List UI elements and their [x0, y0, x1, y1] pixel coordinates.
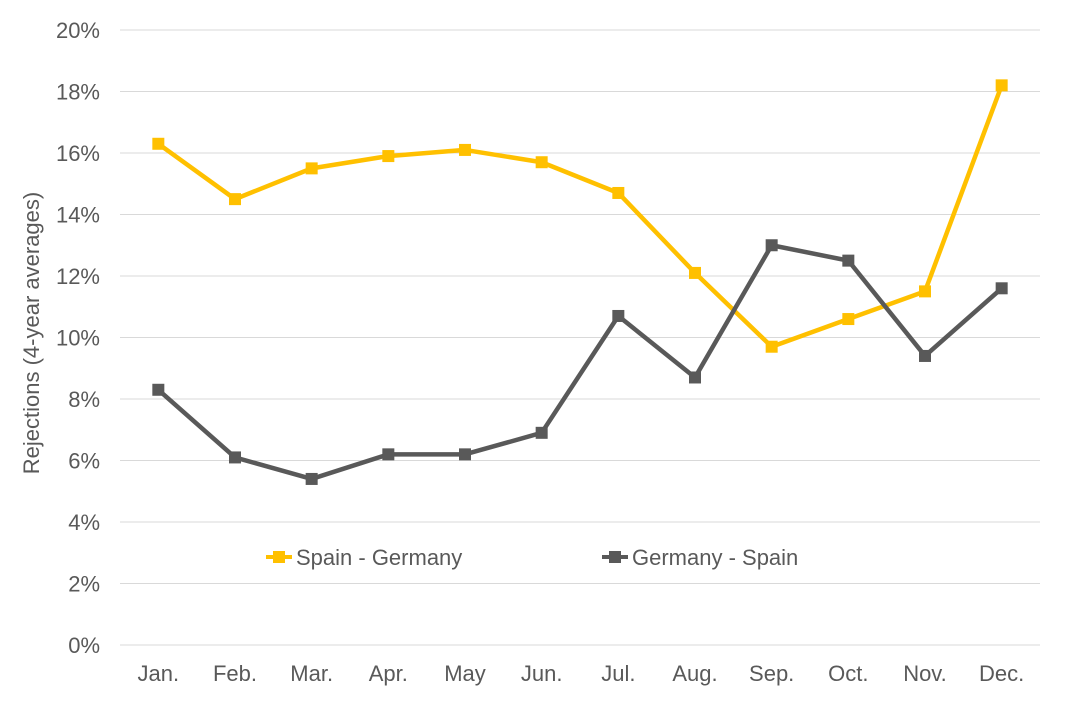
- x-tick-label: Oct.: [828, 661, 868, 686]
- y-tick-label: 14%: [56, 203, 100, 228]
- legend-entry-spain-germany: Spain - Germany: [266, 545, 462, 570]
- legend: Spain - Germany Germany - Spain: [266, 545, 798, 570]
- y-tick-label: 18%: [56, 80, 100, 105]
- y-tick-label: 20%: [56, 18, 100, 43]
- data-point: [229, 451, 241, 464]
- data-point: [229, 193, 241, 206]
- data-point: [842, 254, 855, 267]
- data-point: [612, 309, 625, 322]
- data-point: [459, 448, 471, 461]
- data-point: [152, 137, 165, 150]
- x-tick-label: Apr.: [369, 661, 408, 686]
- y-tick-label: 2%: [68, 572, 100, 597]
- x-tick-label: Mar.: [290, 661, 333, 686]
- data-point: [535, 426, 548, 439]
- data-point: [995, 79, 1008, 92]
- x-tick-label: Jan.: [138, 661, 180, 686]
- y-tick-label: 10%: [56, 326, 100, 351]
- data-point: [459, 143, 471, 156]
- gridlines: [120, 29, 1040, 646]
- data-point: [382, 150, 395, 163]
- data-point: [765, 340, 778, 353]
- y-tick-label: 8%: [68, 387, 100, 412]
- legend-swatch-marker: [609, 551, 621, 563]
- legend-label: Spain - Germany: [296, 545, 462, 570]
- x-tick-label: Dec.: [979, 661, 1024, 686]
- data-point: [305, 162, 318, 175]
- x-tick-label: Sep.: [749, 661, 794, 686]
- data-point: [842, 313, 855, 326]
- data-point: [535, 156, 548, 169]
- y-axis-ticks: 0% 2% 4% 6% 8% 10% 12% 14% 16% 18% 20%: [56, 18, 100, 658]
- data-point: [919, 349, 931, 362]
- y-tick-label: 16%: [56, 141, 100, 166]
- x-tick-label: Jul.: [601, 661, 635, 686]
- x-tick-label: Jun.: [521, 661, 563, 686]
- legend-label: Germany - Spain: [632, 545, 798, 570]
- legend-swatch-marker: [273, 551, 285, 563]
- data-point: [689, 371, 701, 384]
- x-tick-label: May: [444, 661, 486, 686]
- y-tick-label: 0%: [68, 633, 100, 658]
- data-point: [382, 448, 395, 461]
- x-axis-ticks: Jan. Feb. Mar. Apr. May Jun. Jul. Aug. Sep. Oct. N…: [138, 661, 1025, 686]
- x-tick-label: Nov.: [903, 661, 947, 686]
- x-tick-label: Aug.: [672, 661, 717, 686]
- data-point: [152, 383, 165, 396]
- data-point: [689, 266, 701, 279]
- x-tick-label: Feb.: [213, 661, 257, 686]
- series-1: [152, 239, 1008, 485]
- data-point: [612, 186, 625, 199]
- y-tick-label: 4%: [68, 510, 100, 535]
- series-line: [156, 83, 1004, 349]
- y-tick-label: 12%: [56, 264, 100, 289]
- data-point: [765, 239, 778, 252]
- y-tick-label: 6%: [68, 449, 100, 474]
- y-axis-label: Rejections (4-year averages): [19, 192, 44, 474]
- data-point: [995, 282, 1008, 295]
- data-point: [305, 472, 318, 485]
- series-0: [152, 79, 1008, 353]
- legend-entry-germany-spain: Germany - Spain: [602, 545, 798, 570]
- series-lines: [152, 79, 1008, 485]
- data-point: [919, 285, 931, 298]
- series-line: [156, 243, 1004, 482]
